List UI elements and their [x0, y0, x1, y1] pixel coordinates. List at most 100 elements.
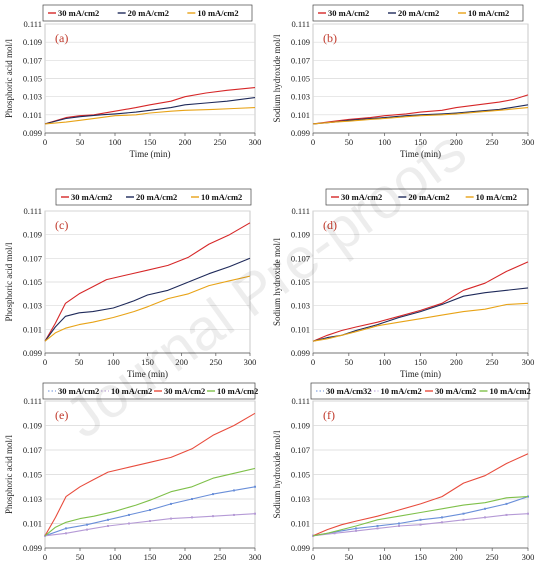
x-tick-label: 250 — [214, 137, 227, 147]
chart-panel-f: 0.099 0.101 0.103 0.105 0.107 0.109 0.111 0 50 10… — [272, 382, 535, 562]
x-tick-label: 0 — [311, 552, 315, 562]
x-tick-label: 300 — [522, 552, 535, 562]
x-tick-label: 200 — [450, 137, 463, 147]
series-point — [233, 513, 235, 516]
legend-label: 30 mA/cm32 — [326, 386, 372, 396]
x-tick-label: 0 — [311, 137, 315, 147]
legend-box — [55, 188, 252, 206]
x-axis-label: Time (min) — [130, 149, 171, 159]
series-line-2 — [44, 97, 256, 125]
y-tick-label: 0.109 — [23, 230, 42, 240]
series-point — [355, 529, 357, 532]
legend: 30 mA/cm2 20 mA/cm2 10 mA/cm2 — [42, 4, 253, 22]
y-tick-label: 0.105 — [23, 470, 42, 480]
x-tick-label: 300 — [522, 357, 535, 367]
x-tick-label: 150 — [144, 552, 157, 562]
y-axis-label: Sodium hydroxide mol/l — [272, 430, 282, 519]
series-point — [419, 523, 422, 526]
series-point — [86, 528, 88, 531]
y-tick-label: 0.101 — [23, 324, 42, 334]
series-point — [233, 489, 235, 492]
series-line-3 — [312, 453, 529, 537]
x-tick-label: 150 — [141, 357, 154, 367]
chart-panel-d: 0.099 0.101 0.103 0.105 0.107 0.109 0.111 0 50 10… — [272, 188, 535, 379]
series-point — [191, 516, 193, 519]
series-line-3 — [44, 275, 251, 342]
x-axis-label: Time (min) — [400, 149, 441, 159]
legend-box — [42, 382, 256, 400]
x-tick-label: 0 — [43, 552, 47, 562]
series-point — [333, 532, 336, 535]
y-tick-label: 0.099 — [291, 348, 310, 358]
x-tick-label: 200 — [175, 357, 188, 367]
y-tick-label: 0.099 — [291, 128, 310, 138]
y-tick-label: 0.107 — [291, 55, 310, 65]
legend: 30 mA/cm2 20 mA/cm2 10 mA/cm2 — [312, 4, 524, 22]
x-tick-label: 250 — [486, 552, 499, 562]
x-tick-label: 100 — [378, 552, 391, 562]
y-tick-label: 0.101 — [291, 519, 310, 529]
legend-label: 30 mA/cm2 — [58, 386, 99, 396]
x-tick-label: 200 — [450, 357, 463, 367]
legend-label: 30 mA/cm2 — [164, 386, 205, 396]
series-point — [128, 513, 130, 516]
x-tick-label: 50 — [76, 137, 85, 147]
y-tick-label: 0.103 — [23, 301, 42, 311]
legend-label: 10 mA/cm2 — [111, 386, 152, 396]
series-line-3 — [312, 302, 529, 342]
y-tick-label: 0.111 — [24, 206, 43, 216]
y-tick-label: 0.103 — [291, 92, 310, 102]
y-tick-label: 0.109 — [23, 37, 42, 47]
y-axis-label: Phosphoric acid mol/l — [4, 435, 14, 514]
legend-label: 30 mA/cm2 — [341, 192, 382, 202]
x-tick-label: 200 — [450, 552, 463, 562]
legend-label: 10 mA/cm2 — [217, 386, 258, 396]
chart-panel-e: 0.099 0.101 0.103 0.105 0.107 0.109 0.111 0 50 10… — [4, 382, 261, 562]
series-point — [355, 527, 357, 530]
y-tick-label: 0.101 — [23, 519, 42, 529]
y-tick-label: 0.105 — [291, 470, 310, 480]
legend-label: 20 mA/cm2 — [408, 192, 449, 202]
y-axis-label: Phosphoric acid mol/l — [4, 39, 14, 118]
legend-label: 10 mA/cm2 — [201, 192, 242, 202]
series-point — [333, 531, 336, 534]
series-point — [149, 509, 151, 512]
series-point — [527, 512, 529, 515]
panel-label: (b) — [323, 31, 337, 45]
legend-label: 20 mA/cm2 — [128, 8, 169, 18]
x-tick-label: 0 — [43, 137, 47, 147]
series-line-2 — [44, 257, 251, 342]
x-tick-label: 100 — [107, 357, 120, 367]
panel-label: (f) — [323, 408, 335, 422]
x-tick-label: 100 — [378, 137, 391, 147]
legend-label: 30 mA/cm2 — [58, 8, 99, 18]
series-point — [376, 527, 379, 530]
y-tick-label: 0.105 — [291, 277, 310, 287]
series-point — [441, 521, 443, 524]
y-tick-label: 0.109 — [291, 37, 310, 47]
series-point — [107, 524, 109, 527]
x-tick-label: 150 — [414, 137, 427, 147]
series-line-2 — [312, 104, 529, 125]
x-tick-label: 200 — [179, 552, 192, 562]
y-tick-label: 0.103 — [291, 301, 310, 311]
legend: 30 mA/cm2 10 mA/cm2 30 mA/cm2 10 mA/cm2 — [42, 382, 258, 400]
chart-panel-a: 0.099 0.101 0.103 0.105 0.107 0.109 0.111 0 50 10… — [4, 4, 261, 159]
x-tick-label: 100 — [109, 552, 122, 562]
y-tick-label: 0.103 — [291, 494, 310, 504]
series-line-4 — [312, 496, 529, 537]
y-tick-label: 0.111 — [292, 19, 311, 29]
legend-box — [312, 4, 524, 22]
x-tick-label: 150 — [414, 552, 427, 562]
series-point — [441, 516, 443, 519]
chart-panel-c: 0.099 0.101 0.103 0.105 0.107 0.109 0.111 0 50 10… — [4, 188, 256, 379]
y-tick-label: 0.101 — [291, 110, 310, 120]
series-line-1 — [44, 222, 251, 342]
x-axis-label: Time (min) — [400, 369, 441, 379]
legend-box — [325, 188, 529, 206]
x-tick-label: 250 — [214, 552, 227, 562]
chart-panel-b: 0.099 0.101 0.103 0.105 0.107 0.109 0.111 0 50 10… — [272, 4, 534, 159]
series-line-3 — [44, 107, 256, 125]
series-point — [419, 518, 422, 521]
series-point — [254, 485, 256, 488]
